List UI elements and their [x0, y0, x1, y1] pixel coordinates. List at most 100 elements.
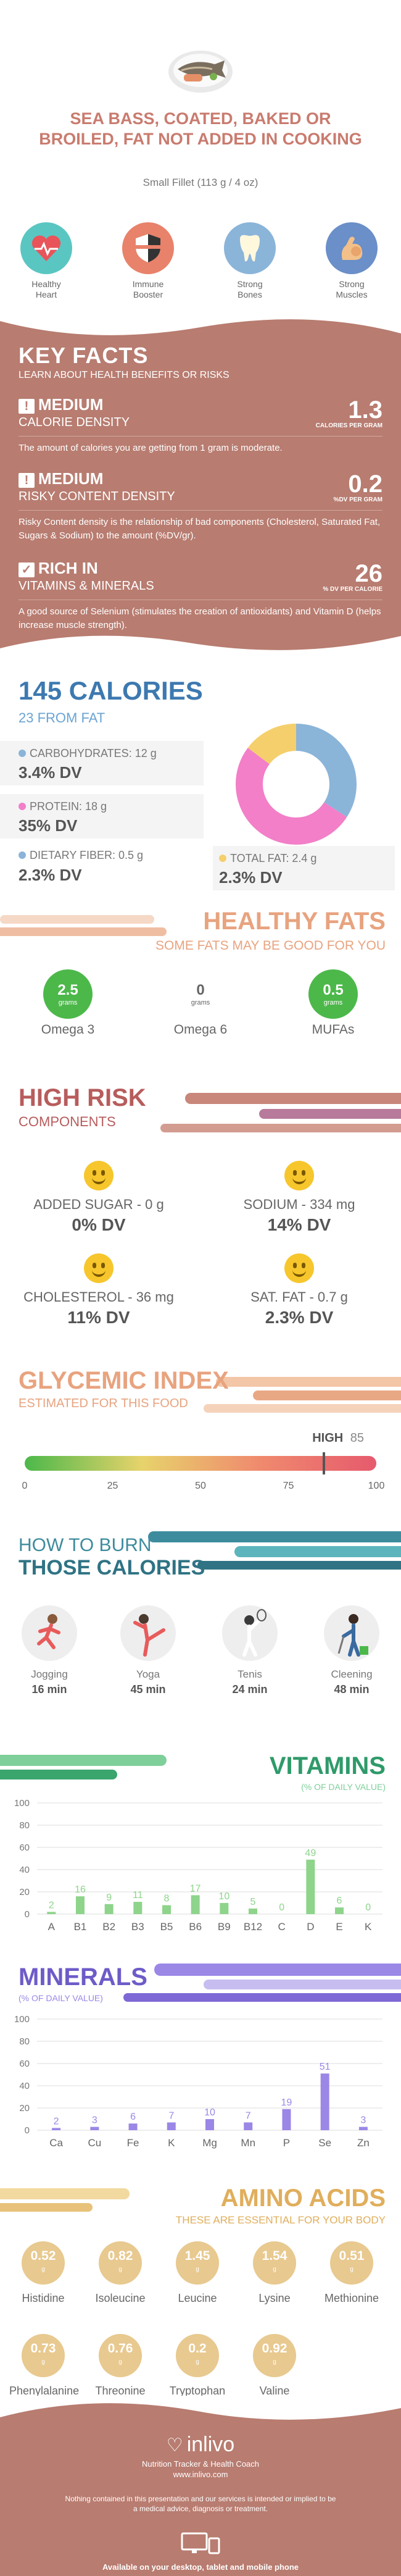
high-risk-title: HIGH RISK: [19, 1084, 146, 1111]
x-tick-label: Cu: [88, 2137, 101, 2149]
decor-strip: [148, 1531, 401, 1542]
activity-name: Jogging: [31, 1668, 68, 1680]
decor-strip: [204, 1980, 401, 1989]
key-fact-risky-content: ! MEDIUM RISKY CONTENT DENSITY 0.2 %DV PE…: [19, 469, 382, 543]
bar-value-label: 6: [130, 2112, 136, 2122]
bar-B9: [220, 1903, 229, 1914]
bar-value-label: 7: [246, 2110, 251, 2121]
burn-cleaning: Cleening 48 min: [315, 1605, 389, 1696]
healthy-fats-section: HEALTHY FATS SOME FATS MAY BE GOOD FOR Y…: [0, 901, 401, 1056]
bar-Mn: [244, 2122, 253, 2130]
category-label: Healthy: [31, 279, 61, 289]
x-tick-label: Fe: [127, 2137, 139, 2149]
amino-value: 0.52: [30, 2249, 56, 2263]
heart-icon: [20, 222, 72, 274]
bar-P: [282, 2109, 291, 2130]
availability: Available on your desktop, tablet and mo…: [102, 2562, 299, 2572]
decor-strip: [0, 2203, 93, 2212]
amino-name: Methionine: [324, 2292, 379, 2304]
fiber-dv: 2.3% DV: [19, 866, 82, 884]
check-icon: ✓: [19, 562, 35, 577]
muscle-icon: [326, 222, 378, 274]
risk-label: SODIUM - 334 mg: [243, 1197, 355, 1212]
bar-E: [335, 1907, 344, 1914]
glycemic-gradient-bar: [25, 1456, 376, 1471]
disclaimer: Nothing contained in this presentation a…: [65, 2494, 336, 2513]
fat-name: Omega 6: [173, 1022, 228, 1037]
risk-label: SAT. FAT - 0.7 g: [250, 1289, 348, 1305]
brand-name: inlivo: [186, 2433, 235, 2456]
category-strong-muscles: Strong Muscles: [321, 222, 382, 300]
category-label: Strong: [237, 279, 263, 289]
glycemic-subtitle: ESTIMATED FOR THIS FOOD: [19, 1397, 188, 1410]
protein-row: PROTEIN: 18 g 35% DV: [0, 794, 204, 838]
y-tick-label: 100: [14, 2014, 30, 2025]
brand-url[interactable]: www.inlivo.com: [173, 2470, 228, 2479]
x-tick-label: B2: [102, 1921, 115, 1933]
bar-value-label: 6: [337, 1896, 342, 1906]
glycemic-value: 85: [350, 1431, 364, 1445]
fact-unit: % DV PER CALORIE: [323, 586, 382, 593]
glycemic-title: GLYCEMIC INDEX: [19, 1367, 229, 1394]
bar-Se: [320, 2073, 329, 2130]
fiber-row: DIETARY FIBER: 0.5 g 2.3% DV: [19, 849, 191, 885]
macro-donut-chart: [236, 724, 357, 845]
fact-unit: CALORIES PER GRAM: [315, 422, 382, 429]
fact-level: RICH IN: [38, 559, 98, 577]
bar-value-label: 17: [190, 1883, 201, 1894]
amino-name: Leucine: [178, 2292, 217, 2304]
smiley-icon: [284, 1253, 314, 1283]
burn-jogging: Jogging 16 min: [12, 1605, 86, 1696]
fat-row: TOTAL FAT: 2.4 g 2.3% DV: [213, 846, 395, 890]
amino-leucine: 1.45 g Leucine: [163, 2241, 231, 2305]
fact-name: VITAMINS & MINERALS: [19, 579, 154, 593]
glycemic-marker: [322, 1452, 325, 1474]
high-risk-section: HIGH RISK COMPONENTS ADDED SUGAR - 0 g 0…: [0, 1074, 401, 1334]
y-tick-label: 20: [19, 1887, 30, 1897]
decor-strip: [0, 1770, 117, 1779]
fact-description: The amount of calories you are getting f…: [19, 436, 382, 455]
vitamins-title: VITAMINS: [269, 1752, 386, 1779]
fat-unit: grams: [323, 999, 343, 1006]
burn-yoga: Yoga 45 min: [111, 1605, 185, 1696]
bar-B6: [191, 1895, 200, 1914]
amino-name: Phenylalanine: [9, 2385, 80, 2397]
amino-lysine: 1.54 g Lysine: [241, 2241, 308, 2305]
y-tick-label: 80: [19, 1820, 30, 1831]
amino-value: 0.76: [107, 2341, 133, 2356]
benefit-categories: Healthy Heart Immune Booster Strong Bone…: [0, 222, 401, 303]
fact-value: 1.3: [348, 396, 382, 424]
y-tick-label: 100: [14, 1798, 30, 1809]
glycemic-scale: 0 25 50 75 100: [22, 1481, 385, 1495]
page-title: SEA BASS, COATED, BAKED OR BROILED, FAT …: [39, 109, 362, 148]
decor-strip: [204, 1404, 401, 1413]
amino-unit: g: [196, 2359, 199, 2365]
amino-circle: 1.45 g: [176, 2241, 219, 2285]
x-tick-label: D: [307, 1921, 314, 1933]
bar-value-label: 51: [320, 2062, 331, 2072]
fat-label: TOTAL FAT: 2.4 g: [230, 852, 317, 864]
high-risk-subtitle: COMPONENTS: [19, 1114, 116, 1129]
amino-name: Tryptophan: [169, 2385, 226, 2397]
fat-mufas: 0.5 grams MUFAs: [290, 969, 376, 1037]
activity-name: Yoga: [136, 1668, 160, 1680]
fat-unit: grams: [191, 999, 210, 1006]
glycemic-tick-label: 25: [107, 1481, 118, 1491]
protein-dv: 35% DV: [19, 816, 78, 835]
smiley-icon: [84, 1253, 114, 1283]
bullet-icon: [19, 803, 26, 810]
amino-value: 0.51: [339, 2249, 365, 2263]
fat-value: 0: [196, 982, 205, 998]
amino-name: Histidine: [22, 2292, 65, 2304]
category-label: Strong: [339, 279, 365, 289]
fat-dv: 2.3% DV: [219, 868, 283, 887]
warning-icon: !: [19, 399, 35, 414]
category-label: Heart: [35, 290, 57, 299]
healthy-fats-subtitle: SOME FATS MAY BE GOOD FOR YOU: [155, 939, 386, 953]
decor-strip: [216, 1377, 401, 1387]
donut-protein: [236, 724, 357, 845]
key-facts-section: KEY FACTS LEARN ABOUT HEALTH BENEFITS OR…: [0, 309, 401, 661]
key-fact-calorie-density: ! MEDIUM CALORIE DENSITY 1.3 CALORIES PER…: [19, 395, 382, 455]
activity-time: 48 min: [334, 1683, 370, 1696]
fact-value: 0.2: [348, 470, 382, 498]
